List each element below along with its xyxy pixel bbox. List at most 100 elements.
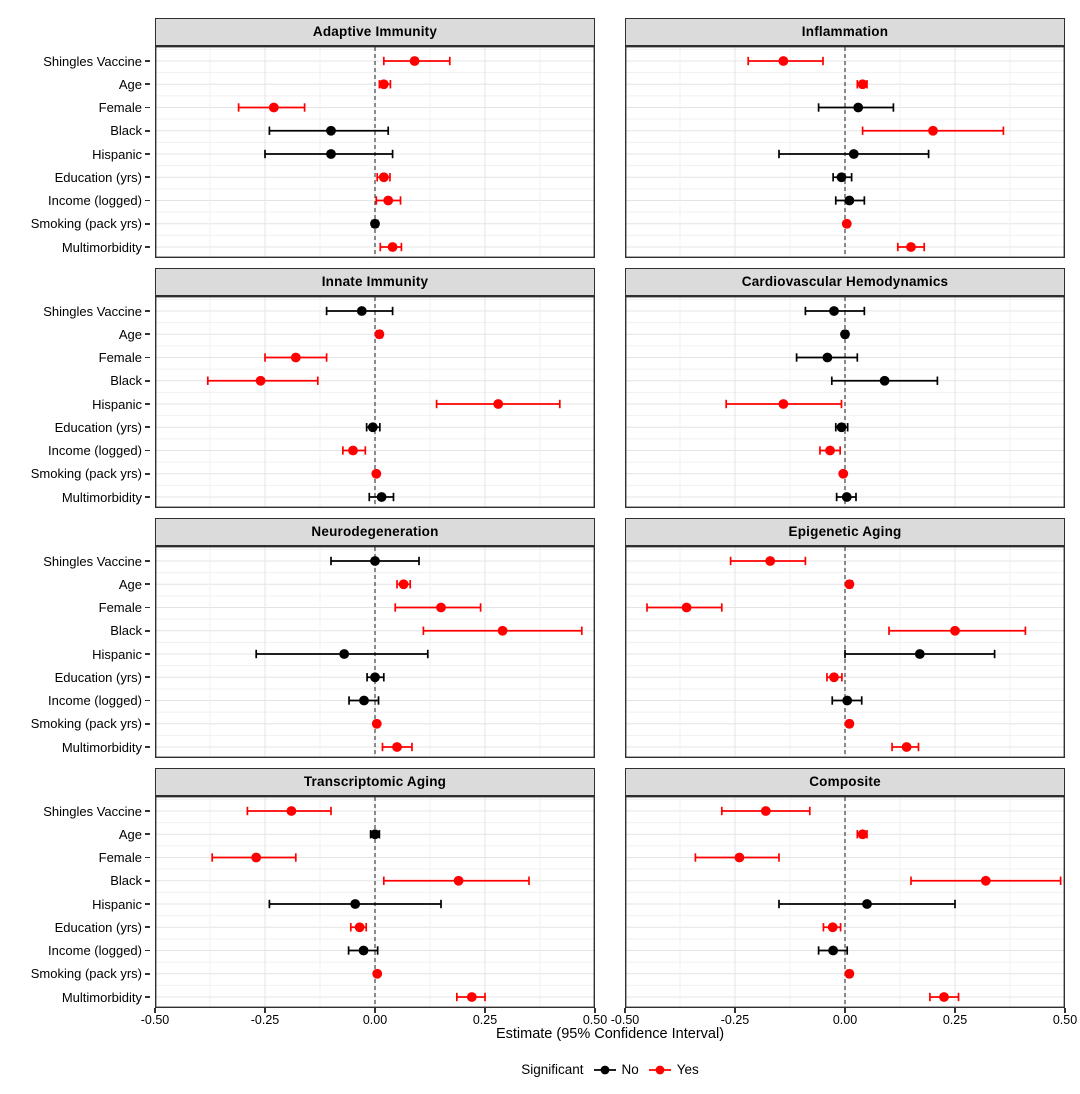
panel-title-adaptive-immunity: Adaptive Immunity — [155, 18, 595, 46]
x-axis-tick-label: 0.25 — [472, 1013, 498, 1027]
pointrange-black — [268, 125, 390, 136]
y-axis-label-education-yrs: Education (yrs) — [0, 168, 150, 186]
y-axis-label-text: Age — [118, 576, 142, 592]
pointrange-age — [844, 579, 855, 590]
x-axis-tick-label: 0.50 — [1052, 1013, 1078, 1027]
y-axis-tick — [145, 746, 150, 748]
pointrange-income-logged — [347, 945, 379, 956]
y-axis-label-text: Female — [98, 600, 142, 615]
y-axis-label-education-yrs: Education (yrs) — [0, 918, 150, 936]
y-axis-label-text: Hispanic — [92, 646, 142, 662]
legend: Significant No Yes — [155, 1062, 1065, 1077]
plot-area-adaptive-immunity — [155, 46, 595, 258]
pointrange-black — [422, 625, 583, 636]
y-axis-label-female: Female — [0, 849, 150, 867]
panel-cardiovascular-hemodynamics: Cardiovascular Hemodynamics — [625, 268, 1065, 508]
panel-epigenetic-aging: Epigenetic Aging — [625, 518, 1065, 758]
pointrange-income-logged — [817, 945, 849, 956]
x-axis-tick-label: -0.25 — [720, 1013, 750, 1027]
pointrange-female — [795, 352, 859, 363]
pointrange-shingles-vaccine — [246, 806, 332, 816]
pointrange-black — [830, 375, 939, 386]
y-axis-tick — [145, 310, 150, 312]
pointrange-shingles-vaccine — [804, 306, 866, 316]
x-axis-tick-label: -0.50 — [610, 1013, 640, 1027]
y-axis-label-text: Black — [110, 373, 142, 389]
y-axis-tick — [145, 403, 150, 405]
panel-inflammation: Inflammation — [625, 18, 1065, 258]
y-axis-tick — [145, 356, 150, 359]
y-axis-label-text: Black — [110, 623, 142, 639]
pointrange-income-logged — [819, 445, 842, 456]
y-axis-tick — [145, 926, 150, 929]
y-axis-label-text: Hispanic — [92, 146, 142, 162]
pointrange-shingles-vaccine — [720, 806, 811, 816]
y-axis-tick — [145, 606, 150, 609]
pointrange-age — [378, 79, 392, 90]
pointrange-hispanic — [264, 149, 394, 159]
y-axis-tick — [145, 583, 150, 586]
pointrange-age — [840, 329, 850, 340]
pointrange-shingles-vaccine — [729, 556, 807, 566]
panel-innate-immunity: Innate Immunity — [155, 268, 595, 508]
y-axis-label-female: Female — [0, 99, 150, 117]
pointrange-key-yes-icon — [648, 1065, 671, 1074]
y-axis-label-age: Age — [0, 575, 150, 593]
y-axis-tick — [145, 972, 150, 975]
x-axis-tick-mark — [624, 1008, 626, 1013]
plot-area-innate-immunity — [155, 296, 595, 508]
pointrange-education-yrs — [822, 922, 842, 933]
x-axis-ticks-transcriptomic-aging: -0.50 -0.25 0.00 0.25 0.50 — [141, 1008, 607, 1030]
y-axis-tick — [145, 810, 150, 812]
y-axis-label-smoking-pack-yrs: Smoking (pack yrs) — [0, 215, 150, 233]
y-axis-label-text: Education (yrs) — [54, 919, 142, 935]
pointrange-smoking-pack-yrs — [370, 218, 380, 229]
y-axis-label-text: Multimorbidity — [61, 489, 142, 505]
pointrange-black — [888, 625, 1027, 636]
x-axis-tick-label: -0.25 — [250, 1013, 280, 1027]
y-axis-tick — [145, 246, 150, 248]
legend-item-no: No — [593, 1062, 639, 1077]
y-axis-label-text: Multimorbidity — [61, 989, 142, 1005]
y-axis-tick — [145, 83, 150, 86]
y-axis-label-text: Hispanic — [92, 396, 142, 412]
panel-title-inflammation: Inflammation — [625, 18, 1065, 46]
y-axis-label-multimorbidity: Multimorbidity — [0, 238, 150, 256]
y-axis-label-income-logged: Income (logged) — [0, 442, 150, 460]
y-axis-label-female: Female — [0, 599, 150, 617]
y-axis-label-text: Income (logged) — [48, 693, 142, 708]
y-axis-tick — [145, 60, 150, 62]
y-axis-label-smoking-pack-yrs: Smoking (pack yrs) — [0, 465, 150, 483]
x-axis-tick-mark — [264, 1008, 266, 1013]
pointrange-female — [817, 102, 895, 113]
y-axis-tick — [145, 333, 150, 336]
panel-transcriptomic-aging: Transcriptomic Aging — [155, 768, 595, 1008]
pointrange-income-logged — [375, 195, 402, 206]
y-axis-tick — [145, 472, 150, 475]
y-axis-tick — [145, 653, 150, 655]
pointrange-multimorbidity — [379, 242, 403, 252]
pointrange-black — [910, 875, 1062, 886]
y-axis-tick — [145, 560, 150, 562]
plot-area-transcriptomic-aging — [155, 796, 595, 1008]
panel-title-transcriptomic-aging: Transcriptomic Aging — [155, 768, 595, 796]
x-axis-tick-mark — [154, 1008, 156, 1013]
pointrange-age — [856, 79, 868, 90]
y-axis-tick — [145, 903, 150, 905]
panel-composite: Composite — [625, 768, 1065, 1008]
x-axis-tick-mark — [844, 1008, 846, 1013]
y-axis-label-text: Age — [118, 826, 142, 842]
y-axis-label-hispanic: Hispanic — [0, 395, 150, 413]
panel-title-neurodegeneration: Neurodegeneration — [155, 518, 595, 546]
pointrange-shingles-vaccine — [747, 56, 824, 66]
y-axis-tick — [145, 996, 150, 998]
y-axis-tick — [145, 222, 150, 225]
panel-neurodegeneration: Neurodegeneration — [155, 518, 595, 758]
x-axis-title: Estimate (95% Confidence Interval) — [495, 1026, 725, 1042]
x-axis-tick-mark — [484, 1008, 486, 1013]
y-axis-tick — [145, 722, 150, 725]
pointrange-smoking-pack-yrs — [371, 468, 382, 479]
y-axis-label-text: Shingles Vaccine — [43, 53, 142, 69]
y-axis-label-shingles-vaccine: Shingles Vaccine — [0, 302, 150, 320]
x-axis-tick-mark — [594, 1008, 596, 1013]
